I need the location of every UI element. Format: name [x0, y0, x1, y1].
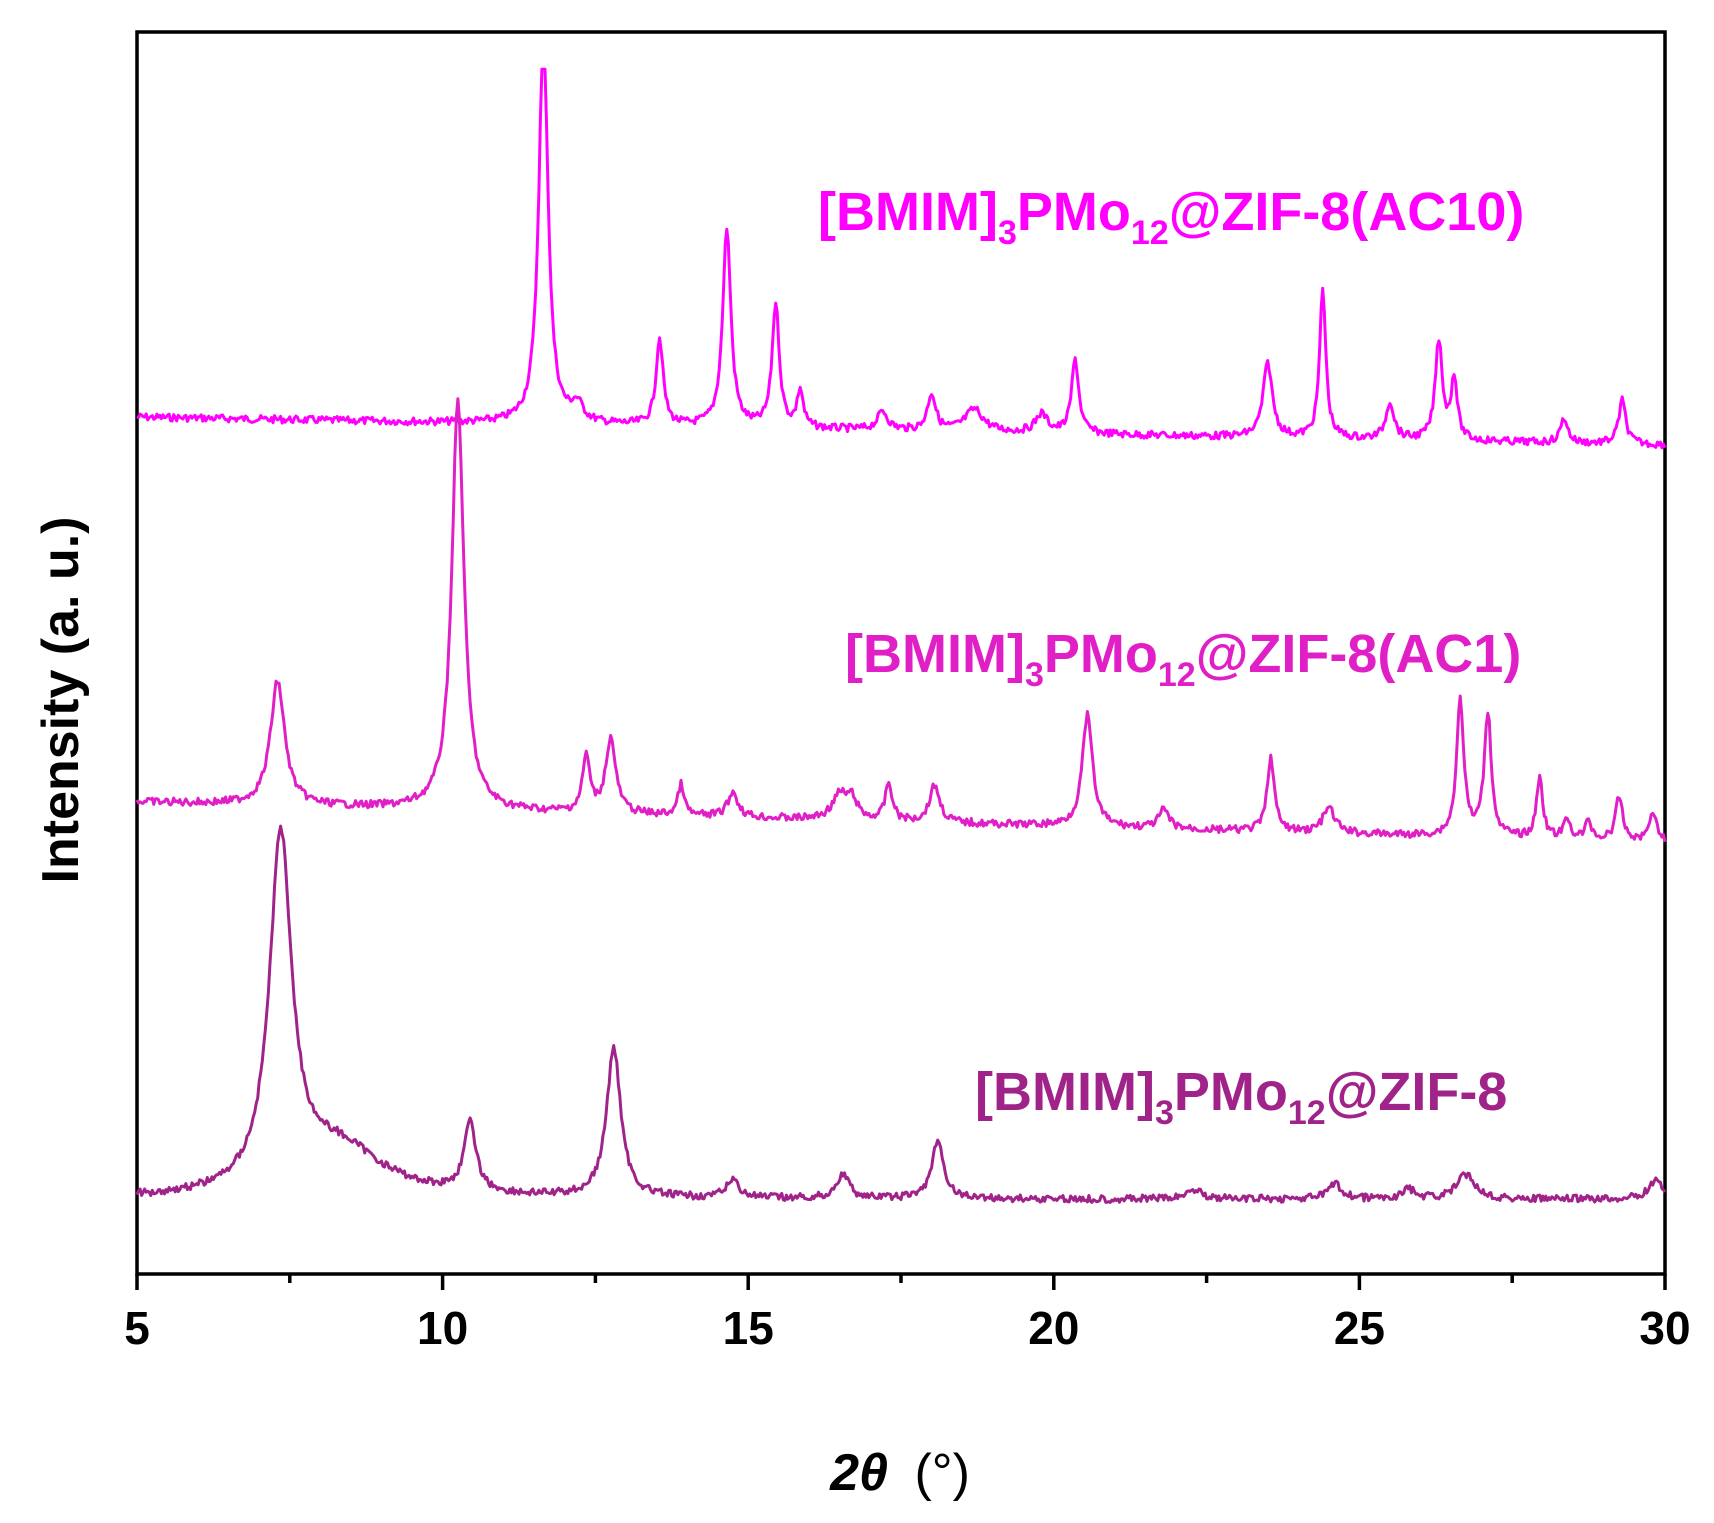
series-group: [135, 67, 1667, 1204]
x-axis-symbol: 2θ: [829, 1444, 888, 1502]
x-axis-tick-labels: 5 10 15 20 25 30: [124, 1302, 1690, 1354]
x-axis-unit: (°): [914, 1444, 969, 1502]
series-line-2: [135, 397, 1667, 843]
series-label-3: [BMIM]3PMo12@ZIF-8: [975, 1062, 1507, 1132]
series-label-1: [BMIM]3PMo12@ZIF-8(AC10): [818, 182, 1524, 252]
series-labels: [BMIM]3PMo12@ZIF-8(AC10) [BMIM]3PMo12@ZIF…: [818, 182, 1524, 1132]
series-label-2: [BMIM]3PMo12@ZIF-8(AC1): [845, 624, 1521, 694]
y-axis-title: Intensity (a. u.): [32, 517, 90, 884]
x-tick-label-25: 25: [1334, 1302, 1385, 1354]
x-tick-label-10: 10: [417, 1302, 468, 1354]
x-tick-label-30: 30: [1639, 1302, 1690, 1354]
x-tick-label-15: 15: [723, 1302, 774, 1354]
x-axis-title: 2θ (°): [829, 1444, 970, 1502]
x-axis-ticks: [135, 1274, 1667, 1290]
x-tick-label-5: 5: [124, 1302, 150, 1354]
series-line-3: [135, 824, 1667, 1204]
series-line-1: [136, 67, 1667, 450]
x-tick-label-20: 20: [1028, 1302, 1079, 1354]
